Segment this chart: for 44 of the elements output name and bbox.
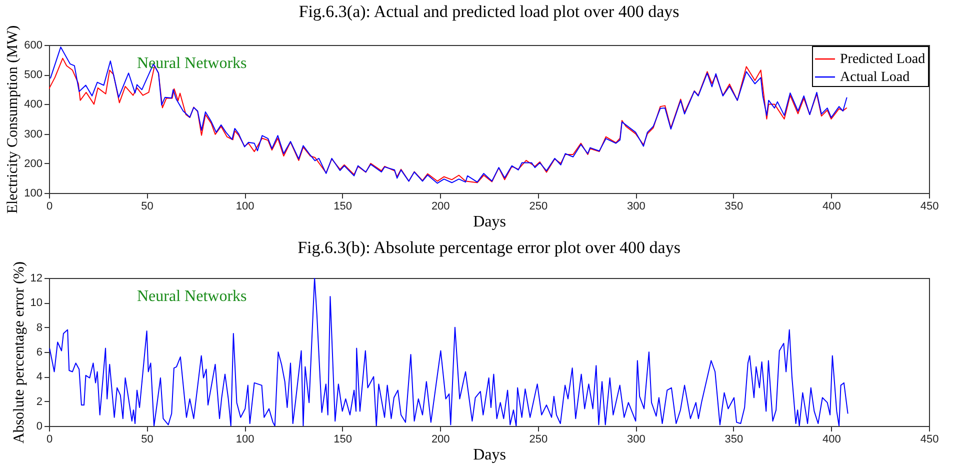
y-tick-label: 4 [36,371,42,384]
y-tick-label: 8 [36,322,42,334]
x-tick-label: 300 [626,434,646,446]
chart-title: Fig.6.3(b): Absolute percentage error plot over 400 days [298,238,680,258]
x-tick-label: 400 [822,200,841,212]
annotation: Neural Networks [137,55,247,72]
x-tick-label: 200 [431,200,450,212]
x-tick-label: 150 [334,200,352,212]
x-tick-label: 300 [626,200,646,212]
y-tick-label: 6 [36,346,42,358]
y-tick-label: 2 [36,396,42,408]
x-axis-title: Days [473,214,506,230]
legend-label: Actual Load [840,70,910,85]
y-tick-label: 100 [24,188,42,200]
chart-title: Fig.6.3(a): Actual and predicted load plot over 400 days [298,2,680,21]
x-axis-title: Days [473,446,506,464]
y-tick-label: 12 [30,272,42,284]
x-tick-label: 200 [431,434,450,446]
legend-label: Predicted Load [840,52,926,67]
x-tick-label: 150 [334,434,352,446]
y-tick-label: 600 [24,40,42,52]
y-tick-label: 10 [30,297,42,310]
x-tick-label: 50 [141,200,154,212]
x-tick-label: 0 [46,200,53,212]
y-tick-label: 500 [24,69,42,82]
y-axis-title: Electricity Consumption (MW) [5,25,22,214]
x-tick-label: 450 [920,200,939,212]
x-tick-label: 350 [724,200,744,212]
x-tick-label: 100 [236,200,254,212]
y-tick-label: 300 [24,128,42,140]
x-tick-label: 0 [46,434,53,446]
x-tick-label: 450 [920,434,939,446]
y-axis-title: Absolute percentage error (%) [11,262,28,444]
y-tick-label: 200 [24,158,42,170]
line-series [49,278,848,426]
x-tick-label: 400 [822,434,841,446]
annotation: Neural Networks [137,288,247,305]
x-tick-label: 250 [529,200,548,212]
y-tick-label: 0 [36,420,42,432]
y-tick-label: 400 [24,98,42,111]
x-tick-label: 250 [529,434,548,446]
x-tick-label: 50 [141,434,154,446]
x-tick-label: 350 [724,434,744,446]
x-tick-label: 100 [236,434,254,446]
